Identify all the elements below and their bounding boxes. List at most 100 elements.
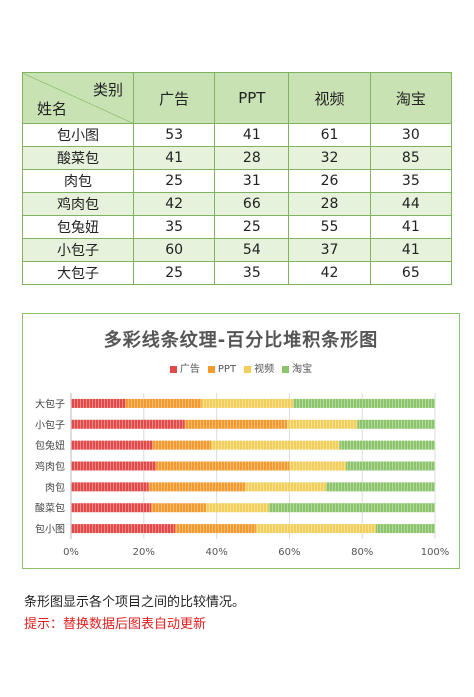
value-cell: 25 — [132, 261, 216, 285]
category-label: 酸菜包 — [35, 502, 65, 515]
table-row: 酸菜包 41 28 32 85 — [22, 146, 453, 170]
row-name-cell: 大包子 — [22, 261, 134, 285]
legend-swatch — [244, 365, 252, 373]
value-cell: 42 — [132, 192, 216, 216]
bar-segment — [268, 503, 435, 513]
value-cell: 31 — [214, 169, 290, 193]
bar-segment — [71, 461, 156, 471]
bar-segment — [125, 398, 202, 408]
value-cell: 60 — [132, 238, 216, 262]
value-cell: 30 — [369, 123, 453, 147]
value-cell: 61 — [288, 123, 371, 147]
row-name-cell: 酸菜包 — [22, 146, 134, 170]
bar-segment — [201, 398, 294, 408]
bar-segment — [71, 440, 153, 450]
chart-title: 多彩线条纹理-百分比堆积条形图 — [103, 330, 379, 351]
value-cell: 35 — [132, 215, 216, 239]
value-cell: 41 — [214, 123, 290, 147]
bar-segment — [155, 461, 290, 471]
row-name-cell: 鸡肉包 — [22, 192, 134, 216]
category-label: 小包子 — [35, 418, 65, 431]
corner-header: 类别 姓名 — [22, 72, 134, 124]
row-name-cell: 肉包 — [22, 169, 134, 193]
bar-segment — [339, 440, 435, 450]
x-tick-label: 80% — [351, 547, 373, 558]
category-label: 大包子 — [35, 397, 65, 410]
bar-segment — [71, 524, 176, 534]
value-cell: 35 — [214, 261, 290, 285]
table-row: 肉包 25 31 26 35 — [22, 169, 453, 193]
table-row: 小包子 60 54 37 41 — [22, 238, 453, 262]
value-cell: 41 — [369, 215, 453, 239]
value-cell: 65 — [369, 261, 453, 285]
category-label: 肉包 — [45, 481, 65, 494]
value-cell: 28 — [288, 192, 371, 216]
category-label: 包兔妞 — [35, 439, 65, 452]
legend-swatch — [207, 365, 215, 373]
tip-note: 提示：替换数据后图表自动更新 — [24, 617, 207, 632]
bar-segment — [206, 503, 269, 513]
table-row: 包兔妞 35 25 55 41 — [22, 215, 453, 239]
bar-segment — [175, 524, 256, 534]
bar-segment — [151, 503, 207, 513]
value-cell: 35 — [369, 169, 453, 193]
row-name-cell: 包兔妞 — [22, 215, 134, 239]
legend-swatch — [282, 365, 290, 373]
bar-segment — [184, 419, 288, 429]
value-cell: 41 — [132, 146, 216, 170]
bar-segment — [346, 461, 435, 471]
legend-item: 淘宝 — [282, 360, 312, 375]
table-row: 包小图 53 41 61 30 — [22, 123, 453, 147]
category-label: 包小图 — [35, 523, 65, 536]
data-table: 类别 姓名 广告 PPT 视频 淘宝 包小图 53 41 61 30 酸菜包 41 28 32 8… — [22, 72, 453, 285]
value-cell: 25 — [132, 169, 216, 193]
x-tick-label: 0% — [63, 547, 79, 558]
value-cell: 42 — [288, 261, 371, 285]
bar-segment — [245, 482, 327, 492]
x-tick-label: 100% — [421, 547, 450, 558]
legend-label: 视频 — [254, 364, 275, 375]
table-row: 鸡肉包 42 66 28 44 — [22, 192, 453, 216]
bar-segment — [152, 440, 211, 450]
corner-name-label: 姓名 — [37, 100, 68, 118]
value-cell: 54 — [214, 238, 290, 262]
value-cell: 53 — [132, 123, 216, 147]
bar-segment — [71, 398, 126, 408]
bar-segment — [375, 524, 435, 534]
bar-segment — [71, 419, 185, 429]
legend-item: 视频 — [244, 360, 274, 375]
header-shipin: 视频 — [288, 72, 371, 124]
value-cell: 85 — [369, 146, 453, 170]
legend-item: PPT — [207, 364, 237, 375]
bar-segment — [71, 503, 152, 513]
legend-label: 淘宝 — [292, 364, 313, 375]
chart-legend: 广告 PPT 视频 淘宝 — [23, 360, 459, 375]
header-taobao: 淘宝 — [369, 72, 453, 124]
bar-segment — [287, 419, 358, 429]
bar-segment — [289, 461, 347, 471]
bar-segment — [293, 398, 435, 408]
value-cell: 41 — [369, 238, 453, 262]
value-cell: 26 — [288, 169, 371, 193]
bar-segment — [326, 482, 435, 492]
bar-segment — [211, 440, 340, 450]
description-note: 条形图显示各个项目之间的比较情况。 — [24, 595, 246, 610]
x-tick-label: 20% — [133, 547, 155, 558]
corner-category-label: 类别 — [92, 81, 123, 99]
legend-swatch — [169, 365, 177, 373]
category-label: 鸡肉包 — [35, 460, 65, 473]
legend-label: PPT — [217, 364, 237, 375]
value-cell: 32 — [288, 146, 371, 170]
header-ppt: PPT — [214, 72, 290, 124]
row-name-cell: 小包子 — [22, 238, 134, 262]
value-cell: 44 — [369, 192, 453, 216]
row-name-cell: 包小图 — [22, 123, 134, 147]
x-tick-label: 40% — [205, 547, 227, 558]
value-cell: 55 — [288, 215, 371, 239]
value-cell: 66 — [214, 192, 290, 216]
header-row: 类别 姓名 广告 PPT 视频 淘宝 — [22, 72, 453, 124]
bar-segment — [148, 482, 246, 492]
bar-segment — [255, 524, 376, 534]
value-cell: 37 — [288, 238, 371, 262]
value-cell: 25 — [214, 215, 290, 239]
